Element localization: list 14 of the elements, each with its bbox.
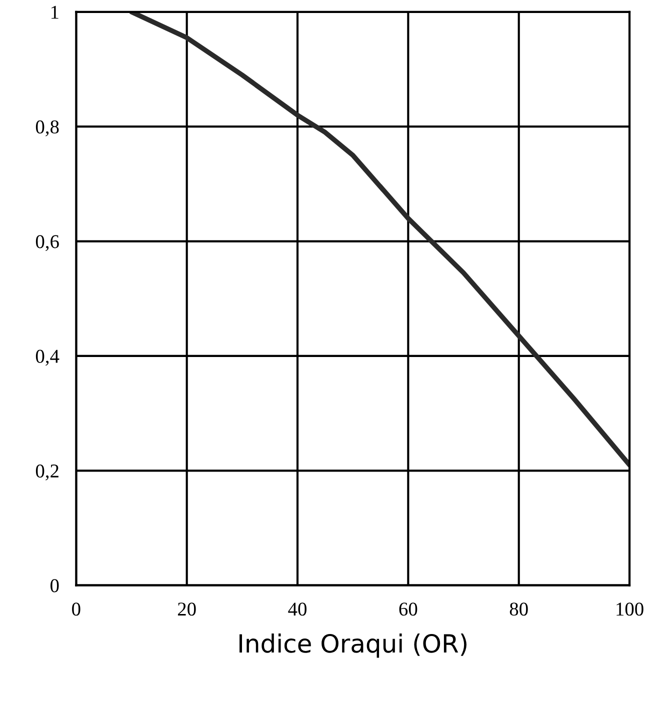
y-tick-label: 1 — [51, 6, 58, 19]
x-tick-label: 0 — [72, 602, 80, 616]
y-tick-label: 0 — [50, 579, 59, 592]
x-tick-label: 20 — [178, 602, 196, 616]
x-tick-label: 100 — [616, 602, 644, 616]
line-series — [129, 12, 630, 468]
y-tick-label: 0,2 — [36, 464, 58, 480]
x-axis-title: Indice Oraqui (OR) — [240, 634, 466, 658]
y-tick-label: 0,4 — [36, 350, 60, 366]
x-tick-label: 40 — [288, 602, 306, 616]
y-tick-label: 0,8 — [36, 120, 59, 136]
y-tick-label: 0,6 — [36, 235, 59, 252]
x-tick-label: 80 — [510, 602, 528, 616]
x-tick-label: 60 — [399, 602, 418, 616]
